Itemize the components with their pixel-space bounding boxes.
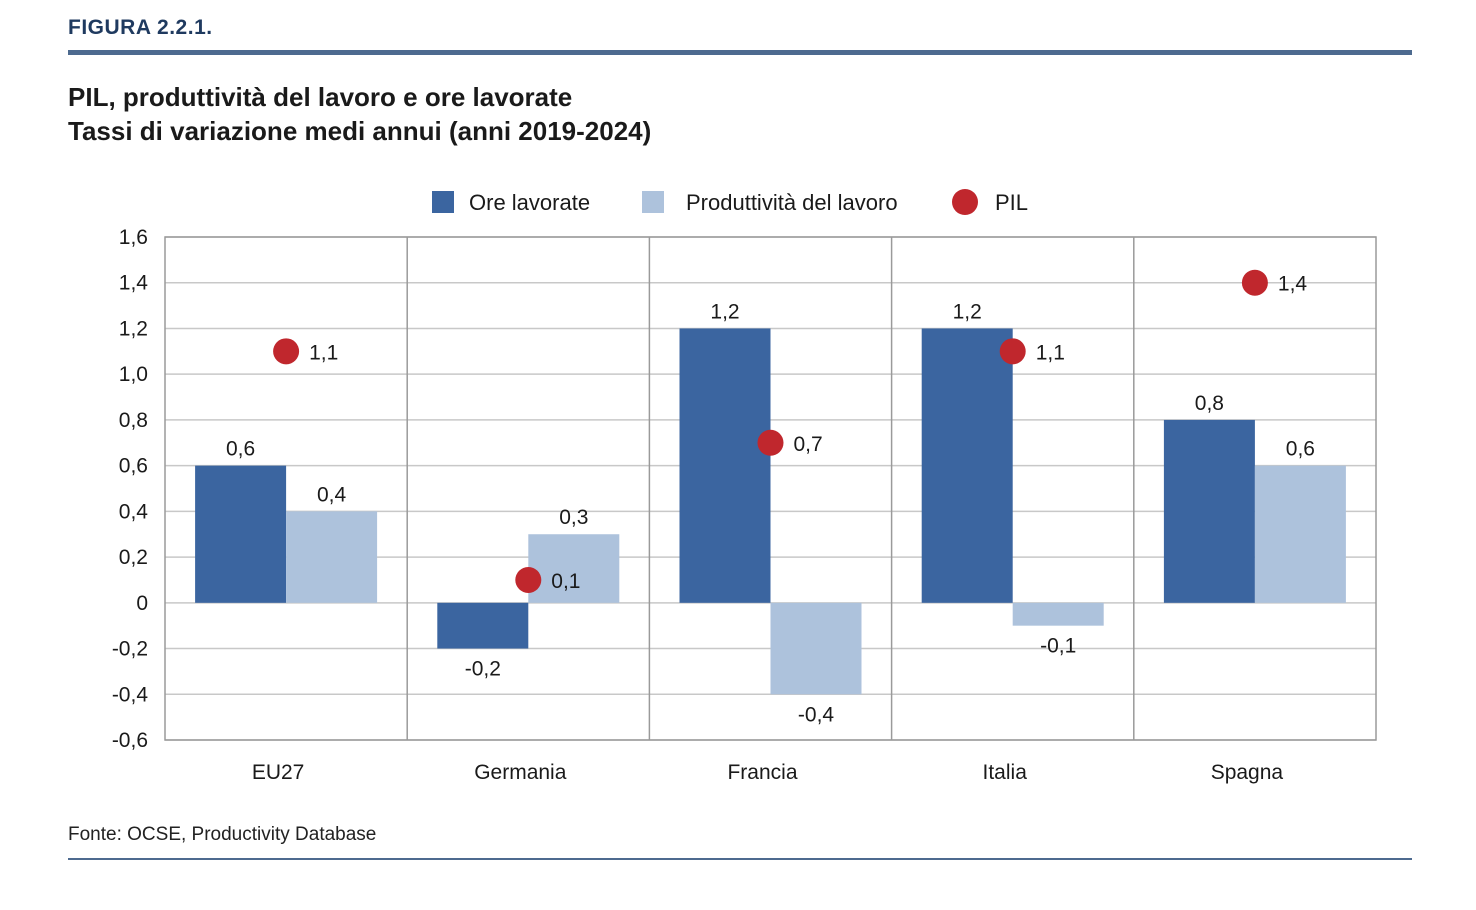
pil-dot <box>757 429 784 456</box>
y-tick-label: 1,2 <box>119 317 148 340</box>
bar-ore-lavorate <box>195 465 287 603</box>
chart-title: PIL, produttività del lavoro e ore lavor… <box>68 80 651 148</box>
bar-ore-lavorate <box>921 328 1013 603</box>
x-category-label: EU27 <box>252 761 305 784</box>
y-tick-label: 0,4 <box>119 500 149 523</box>
bar-produttivita <box>1012 602 1104 626</box>
pil-label: 0,1 <box>551 570 580 593</box>
data-label: -0,1 <box>1040 635 1076 658</box>
data-label: -0,4 <box>798 703 835 726</box>
pil-dot <box>273 338 300 365</box>
x-category-label: Francia <box>727 761 797 784</box>
x-category-label: Germania <box>474 761 567 784</box>
y-tick-label: 0,6 <box>119 455 148 478</box>
legend-label-produttivita: Produttività del lavoro <box>686 190 898 215</box>
y-tick-label: 0,2 <box>119 546 148 569</box>
pil-dot <box>1241 269 1268 296</box>
bar-produttivita <box>770 602 862 695</box>
legend-label-pil: PIL <box>995 190 1028 215</box>
y-tick-label: 0 <box>136 592 148 615</box>
y-tick-label: -0,4 <box>112 683 149 706</box>
data-label: 0,6 <box>226 438 255 461</box>
x-category-label: Spagna <box>1211 761 1284 784</box>
bar-produttivita <box>1254 465 1346 603</box>
pil-label: 1,1 <box>1036 341 1065 364</box>
data-label: 1,2 <box>710 300 739 323</box>
legend-swatch-ore-lavorate <box>432 191 454 213</box>
plot-frame <box>164 236 1377 741</box>
pil-label: 0,7 <box>794 433 823 456</box>
bar-produttivita <box>528 534 620 603</box>
pil-dot <box>999 338 1026 365</box>
bar-produttivita <box>286 511 378 603</box>
pil-dot <box>515 566 542 593</box>
bar-ore-lavorate <box>679 328 771 603</box>
top-divider <box>68 50 1412 55</box>
data-label: 0,6 <box>1286 438 1315 461</box>
figure-label: FIGURA 2.2.1. <box>68 16 213 39</box>
data-label: -0,2 <box>465 658 501 681</box>
y-tick-label: 0,8 <box>119 409 148 432</box>
data-label: 1,2 <box>953 300 982 323</box>
data-label: 0,4 <box>317 483 347 506</box>
bar-ore-lavorate <box>437 602 529 649</box>
title-line-2: Tassi di variazione medi annui (anni 201… <box>68 116 652 146</box>
bar-ore-lavorate <box>1163 419 1255 603</box>
x-category-label: Italia <box>983 761 1028 784</box>
legend-swatch-produttivita <box>642 191 664 213</box>
pil-label: 1,1 <box>309 341 338 364</box>
bottom-divider <box>68 858 1412 860</box>
data-label: 0,3 <box>559 506 588 529</box>
y-tick-label: 1,4 <box>119 272 149 295</box>
y-tick-label: -0,6 <box>112 729 148 752</box>
y-tick-label: 1,6 <box>119 226 148 249</box>
legend-label-ore-lavorate: Ore lavorate <box>469 190 590 215</box>
legend-swatch-pil <box>952 189 978 215</box>
y-tick-label: -0,2 <box>112 638 148 661</box>
source-note: Fonte: OCSE, Productivity Database <box>68 824 377 845</box>
data-label: 0,8 <box>1195 392 1224 415</box>
title-line-1: PIL, produttività del lavoro e ore lavor… <box>68 82 573 112</box>
pil-label: 1,4 <box>1278 273 1308 296</box>
y-tick-label: 1,0 <box>119 363 148 386</box>
